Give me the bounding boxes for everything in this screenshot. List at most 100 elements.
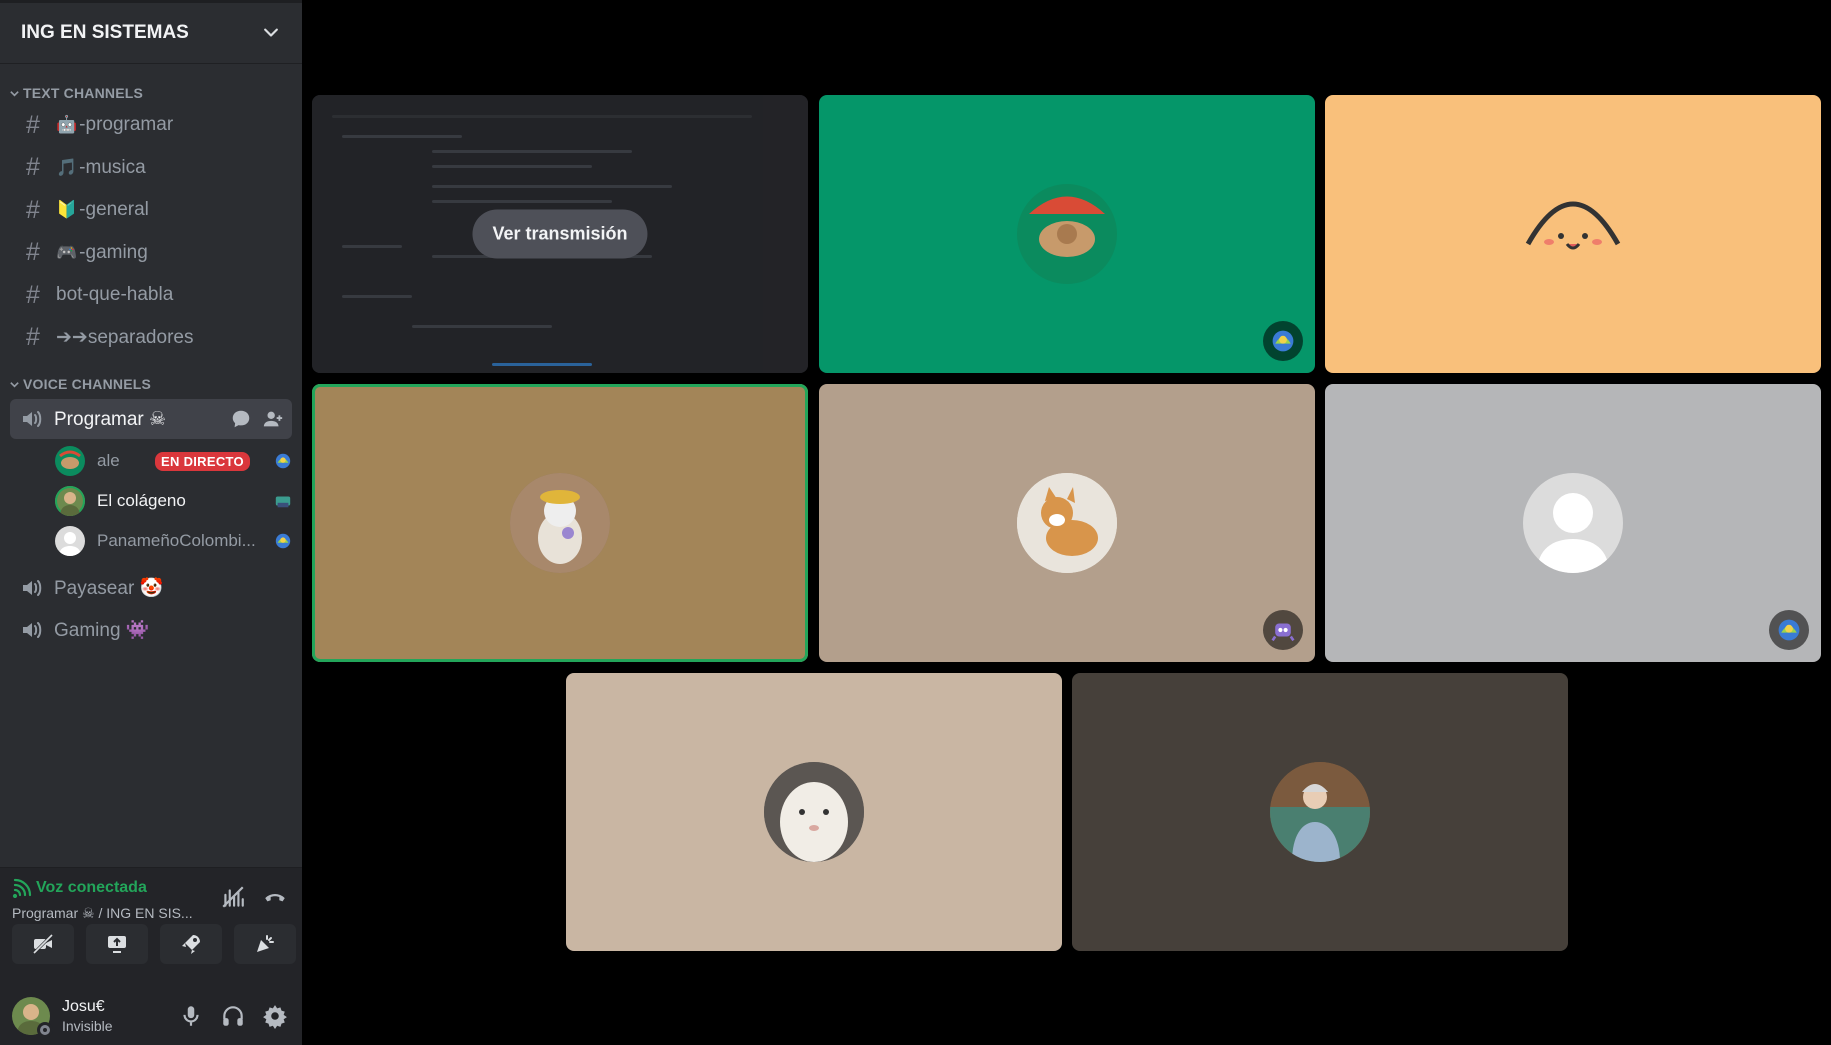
voice-member-panameno[interactable]: PanameñoColombi... — [55, 521, 292, 561]
channel-label: -musica — [79, 156, 146, 178]
channel-gaming[interactable]: # 🎮 -gaming — [10, 232, 292, 275]
voice-channels-category[interactable]: VOICE CHANNELS — [0, 373, 302, 395]
avatar — [764, 762, 864, 862]
disconnect-icon[interactable] — [262, 884, 288, 910]
activity-icon — [275, 533, 291, 549]
screen-share-icon — [108, 936, 126, 953]
activity-icon — [275, 453, 291, 469]
caret-down-icon — [10, 90, 19, 97]
server-header[interactable]: ING EN SISTEMAS — [0, 3, 302, 64]
voice-channel-label: Payasear 🤡 — [54, 578, 164, 599]
voice-member-ale[interactable]: ale EN DIRECTO — [55, 441, 292, 481]
participant-tile-speaking[interactable] — [312, 384, 808, 662]
channel-general[interactable]: # 🔰 -general — [10, 189, 292, 232]
voice-status[interactable]: Voz conectada — [12, 878, 147, 898]
activity-icon — [1272, 330, 1294, 352]
channel-emoji: 🎵 — [56, 157, 78, 177]
username: Josu€ — [62, 998, 105, 1015]
voice-channel-gaming[interactable]: Gaming 👾 — [10, 610, 292, 650]
activity-badge — [1769, 610, 1809, 650]
member-name: PanameñoColombi... — [97, 531, 256, 550]
user-avatar[interactable] — [12, 997, 53, 1038]
voice-channel-label: Gaming 👾 — [54, 620, 150, 641]
camera-toggle-button[interactable] — [12, 924, 74, 964]
user-panel: Josu€ Invisible — [0, 987, 302, 1045]
avatar — [1017, 184, 1117, 284]
avatar — [55, 526, 85, 556]
channel-label: -gaming — [79, 241, 148, 263]
hash-icon: # — [26, 280, 40, 309]
channel-emoji: 🎮 — [56, 242, 78, 262]
category-label: TEXT CHANNELS — [23, 85, 144, 101]
channel-label: ➔➔separadores — [56, 327, 194, 349]
invite-user-icon[interactable] — [262, 408, 284, 430]
rocket-icon — [182, 935, 200, 954]
speaker-icon — [23, 580, 42, 596]
headphones-icon[interactable] — [220, 1003, 246, 1029]
watch-stream-button[interactable]: Ver transmisión — [472, 209, 648, 259]
text-channels-category[interactable]: TEXT CHANNELS — [0, 82, 302, 104]
activity-badge — [1263, 610, 1303, 650]
voice-status-label: Voz conectada — [36, 879, 147, 896]
invisible-status-icon — [37, 1022, 53, 1038]
channel-sidebar: ING EN SISTEMAS TEXT CHANNELS # 🤖 -program… — [0, 0, 302, 1045]
hash-icon: # — [26, 238, 40, 267]
hash-icon: # — [26, 153, 40, 182]
channel-separadores[interactable]: # ➔➔separadores — [10, 317, 292, 360]
avatar — [510, 473, 610, 573]
noise-suppression-icon[interactable] — [220, 884, 246, 910]
voice-channel-programar[interactable]: Programar ☠ — [10, 399, 292, 439]
signal-icon — [12, 878, 32, 898]
speaker-icon — [23, 411, 42, 427]
caret-down-icon — [10, 381, 19, 388]
server-name: ING EN SISTEMAS — [21, 22, 189, 43]
channel-bot-que-habla[interactable]: # bot-que-habla — [10, 274, 292, 317]
soundboard-button[interactable] — [234, 924, 296, 964]
channel-emoji: 🔰 — [56, 200, 78, 220]
voice-connection-panel: Voz conectada Programar ☠ / ING EN SIS..… — [0, 867, 302, 987]
participant-tile[interactable] — [819, 384, 1315, 662]
stream-tile-ale[interactable]: Ver transmisión — [312, 95, 808, 373]
avatar — [1270, 762, 1370, 862]
soundboard-icon — [257, 935, 274, 952]
avatar — [1017, 473, 1117, 573]
hash-icon: # — [26, 110, 40, 139]
user-status: Invisible — [62, 1018, 113, 1034]
activity-badge — [1263, 321, 1303, 361]
chevron-down-icon — [264, 28, 278, 37]
game-activity-icon — [275, 496, 291, 508]
activity-icon — [1778, 619, 1800, 641]
chat-bubble-icon[interactable] — [230, 408, 252, 430]
avatar — [1523, 473, 1623, 573]
voice-channel-payasear[interactable]: Payasear 🤡 — [10, 568, 292, 608]
settings-gear-icon[interactable] — [262, 1003, 288, 1029]
channel-label: -programar — [79, 114, 174, 136]
channel-label: -general — [79, 199, 149, 221]
hash-icon: # — [26, 323, 40, 352]
microphone-icon[interactable] — [178, 1003, 204, 1029]
channel-programar[interactable]: # 🤖 -programar — [10, 104, 292, 147]
member-name: El colágeno — [97, 491, 186, 510]
channel-emoji: 🤖 — [56, 115, 78, 135]
live-badge: EN DIRECTO — [155, 452, 250, 471]
channel-musica[interactable]: # 🎵 -musica — [10, 147, 292, 190]
category-label: VOICE CHANNELS — [23, 376, 152, 392]
voice-channel-label: Programar ☠ — [54, 408, 167, 430]
hash-icon: # — [26, 195, 40, 224]
avatar — [55, 486, 85, 516]
participant-tile[interactable] — [819, 95, 1315, 373]
avatar — [1523, 184, 1623, 284]
channel-label: bot-que-habla — [56, 284, 174, 306]
alien-icon — [1271, 623, 1295, 642]
voice-member-el-colageno[interactable]: El colágeno — [55, 481, 292, 521]
participant-tile[interactable] — [1072, 673, 1568, 951]
voice-channel-path[interactable]: Programar ☠ / ING EN SIS... — [12, 905, 193, 921]
speaker-icon — [23, 622, 42, 638]
participant-tile[interactable] — [1325, 384, 1821, 662]
camera-off-icon — [32, 933, 54, 955]
avatar — [55, 446, 85, 476]
participant-tile[interactable] — [1325, 95, 1821, 373]
participant-tile[interactable] — [566, 673, 1062, 951]
share-screen-button[interactable] — [86, 924, 148, 964]
activities-button[interactable] — [160, 924, 222, 964]
